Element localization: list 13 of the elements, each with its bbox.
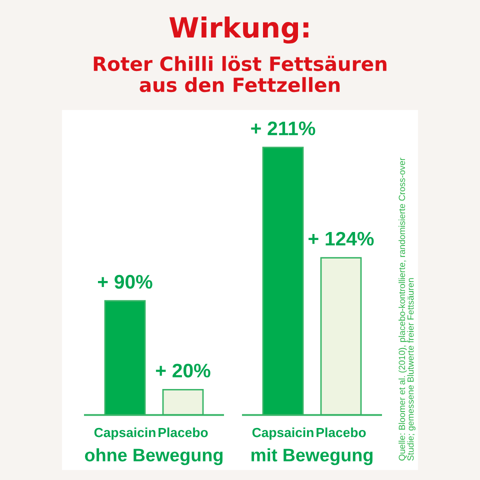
data-label: + 124%: [308, 232, 374, 246]
data-label: + 20%: [156, 364, 210, 378]
series-label: Capsaicin: [94, 428, 156, 440]
x-tick-label: mit Bewegung: [252, 448, 372, 466]
text: Placebo: [316, 428, 366, 438]
source-note: Quelle: Bloomer et al. (2010), placebo-kontrollierte, randomisierte Cross-over Studie; gemessene Blutwerte freier Fettsäuren: [398, 158, 416, 461]
data-label: + 211%: [251, 122, 316, 136]
x-tick-label: ohne Bewegung: [84, 448, 223, 466]
data-label: + 90%: [98, 274, 152, 289]
series-label: Placebo: [158, 428, 208, 438]
chart-title: Wirkung:: [169, 16, 308, 44]
text: Capsaicin: [252, 428, 314, 440]
chart-subtitle: Roter Chilli löst Fettsäuren aus den Fettzellen: [94, 56, 386, 92]
